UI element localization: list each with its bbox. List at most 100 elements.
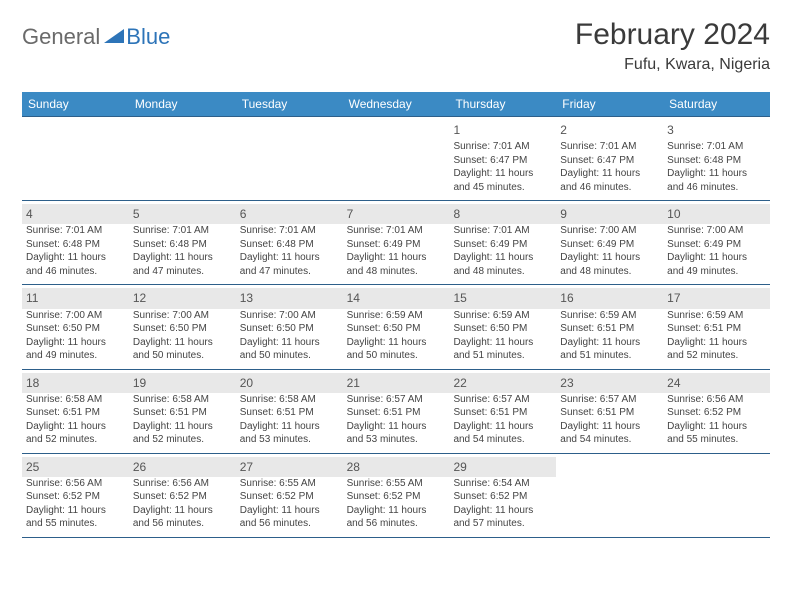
- daylight-line-1: Daylight: 11 hours: [560, 251, 659, 265]
- day-number: 23: [556, 373, 663, 393]
- day-cell: 26Sunrise: 6:56 AMSunset: 6:52 PMDayligh…: [129, 454, 236, 537]
- sunset-line: Sunset: 6:50 PM: [26, 322, 125, 336]
- week-row: 25Sunrise: 6:56 AMSunset: 6:52 PMDayligh…: [22, 454, 770, 538]
- sunset-line: Sunset: 6:51 PM: [240, 406, 339, 420]
- daylight-line-1: Daylight: 11 hours: [26, 336, 125, 350]
- sunrise-line: Sunrise: 6:55 AM: [240, 477, 339, 491]
- daylight-line-1: Daylight: 11 hours: [453, 251, 552, 265]
- dow-cell: Saturday: [663, 92, 770, 116]
- daylight-line-2: and 46 minutes.: [560, 181, 659, 195]
- day-cell: 24Sunrise: 6:56 AMSunset: 6:52 PMDayligh…: [663, 370, 770, 453]
- daylight-line-2: and 48 minutes.: [453, 265, 552, 279]
- daylight-line-1: Daylight: 11 hours: [667, 167, 766, 181]
- daylight-line-2: and 46 minutes.: [26, 265, 125, 279]
- sunset-line: Sunset: 6:51 PM: [347, 406, 446, 420]
- sunrise-line: Sunrise: 6:56 AM: [26, 477, 125, 491]
- day-number: 28: [343, 457, 450, 477]
- day-number: 21: [343, 373, 450, 393]
- daylight-line-1: Daylight: 11 hours: [26, 420, 125, 434]
- day-number: 10: [663, 204, 770, 224]
- sunset-line: Sunset: 6:50 PM: [453, 322, 552, 336]
- day-number: 24: [663, 373, 770, 393]
- daylight-line-2: and 53 minutes.: [240, 433, 339, 447]
- sunset-line: Sunset: 6:51 PM: [560, 406, 659, 420]
- daylight-line-1: Daylight: 11 hours: [667, 336, 766, 350]
- day-number: 15: [449, 288, 556, 308]
- empty-cell: [22, 117, 129, 200]
- empty-cell: [343, 117, 450, 200]
- logo-word1: General: [22, 24, 100, 50]
- day-number: 6: [236, 204, 343, 224]
- empty-cell: [663, 454, 770, 537]
- day-cell: 7Sunrise: 7:01 AMSunset: 6:49 PMDaylight…: [343, 201, 450, 284]
- day-cell: 8Sunrise: 7:01 AMSunset: 6:49 PMDaylight…: [449, 201, 556, 284]
- daylight-line-1: Daylight: 11 hours: [453, 420, 552, 434]
- daylight-line-2: and 55 minutes.: [667, 433, 766, 447]
- daylight-line-1: Daylight: 11 hours: [347, 504, 446, 518]
- day-number: 8: [449, 204, 556, 224]
- sunrise-line: Sunrise: 7:01 AM: [26, 224, 125, 238]
- sunrise-line: Sunrise: 7:00 AM: [667, 224, 766, 238]
- day-cell: 13Sunrise: 7:00 AMSunset: 6:50 PMDayligh…: [236, 285, 343, 368]
- sunrise-line: Sunrise: 7:00 AM: [560, 224, 659, 238]
- daylight-line-2: and 51 minutes.: [453, 349, 552, 363]
- day-number: 1: [453, 120, 552, 140]
- sunrise-line: Sunrise: 6:56 AM: [667, 393, 766, 407]
- daylight-line-2: and 55 minutes.: [26, 517, 125, 531]
- sunrise-line: Sunrise: 7:01 AM: [453, 140, 552, 154]
- week-row: 1Sunrise: 7:01 AMSunset: 6:47 PMDaylight…: [22, 116, 770, 201]
- daylight-line-2: and 56 minutes.: [240, 517, 339, 531]
- day-cell: 23Sunrise: 6:57 AMSunset: 6:51 PMDayligh…: [556, 370, 663, 453]
- sunrise-line: Sunrise: 7:01 AM: [453, 224, 552, 238]
- day-cell: 25Sunrise: 6:56 AMSunset: 6:52 PMDayligh…: [22, 454, 129, 537]
- sunset-line: Sunset: 6:51 PM: [667, 322, 766, 336]
- day-cell: 28Sunrise: 6:55 AMSunset: 6:52 PMDayligh…: [343, 454, 450, 537]
- week-row: 4Sunrise: 7:01 AMSunset: 6:48 PMDaylight…: [22, 201, 770, 285]
- sunset-line: Sunset: 6:49 PM: [347, 238, 446, 252]
- day-number: 2: [560, 120, 659, 140]
- dow-cell: Wednesday: [343, 92, 450, 116]
- daylight-line-1: Daylight: 11 hours: [347, 336, 446, 350]
- day-cell: 21Sunrise: 6:57 AMSunset: 6:51 PMDayligh…: [343, 370, 450, 453]
- sunset-line: Sunset: 6:48 PM: [667, 154, 766, 168]
- sunrise-line: Sunrise: 6:59 AM: [560, 309, 659, 323]
- weeks-container: 1Sunrise: 7:01 AMSunset: 6:47 PMDaylight…: [22, 116, 770, 538]
- day-cell: 11Sunrise: 7:00 AMSunset: 6:50 PMDayligh…: [22, 285, 129, 368]
- sunrise-line: Sunrise: 7:01 AM: [240, 224, 339, 238]
- daylight-line-1: Daylight: 11 hours: [347, 420, 446, 434]
- sunset-line: Sunset: 6:52 PM: [347, 490, 446, 504]
- day-number: 18: [22, 373, 129, 393]
- sunrise-line: Sunrise: 7:01 AM: [560, 140, 659, 154]
- sunrise-line: Sunrise: 6:59 AM: [667, 309, 766, 323]
- sunrise-line: Sunrise: 7:01 AM: [347, 224, 446, 238]
- calendar: SundayMondayTuesdayWednesdayThursdayFrid…: [22, 92, 770, 538]
- sunset-line: Sunset: 6:50 PM: [133, 322, 232, 336]
- daylight-line-1: Daylight: 11 hours: [133, 251, 232, 265]
- logo-triangle-icon: [104, 29, 124, 45]
- day-cell: 3Sunrise: 7:01 AMSunset: 6:48 PMDaylight…: [663, 117, 770, 200]
- sunset-line: Sunset: 6:50 PM: [240, 322, 339, 336]
- sunrise-line: Sunrise: 7:00 AM: [26, 309, 125, 323]
- day-cell: 16Sunrise: 6:59 AMSunset: 6:51 PMDayligh…: [556, 285, 663, 368]
- day-number: 20: [236, 373, 343, 393]
- sunset-line: Sunset: 6:51 PM: [26, 406, 125, 420]
- sunset-line: Sunset: 6:52 PM: [26, 490, 125, 504]
- day-number: 19: [129, 373, 236, 393]
- daylight-line-2: and 52 minutes.: [133, 433, 232, 447]
- week-row: 18Sunrise: 6:58 AMSunset: 6:51 PMDayligh…: [22, 370, 770, 454]
- daylight-line-2: and 53 minutes.: [347, 433, 446, 447]
- sunrise-line: Sunrise: 6:58 AM: [26, 393, 125, 407]
- daylight-line-1: Daylight: 11 hours: [240, 420, 339, 434]
- daylight-line-1: Daylight: 11 hours: [240, 251, 339, 265]
- daylight-line-2: and 45 minutes.: [453, 181, 552, 195]
- sunrise-line: Sunrise: 6:59 AM: [453, 309, 552, 323]
- sunset-line: Sunset: 6:51 PM: [453, 406, 552, 420]
- day-cell: 1Sunrise: 7:01 AMSunset: 6:47 PMDaylight…: [449, 117, 556, 200]
- day-cell: 5Sunrise: 7:01 AMSunset: 6:48 PMDaylight…: [129, 201, 236, 284]
- sunrise-line: Sunrise: 6:57 AM: [347, 393, 446, 407]
- day-cell: 20Sunrise: 6:58 AMSunset: 6:51 PMDayligh…: [236, 370, 343, 453]
- empty-cell: [236, 117, 343, 200]
- dow-cell: Tuesday: [236, 92, 343, 116]
- daylight-line-2: and 48 minutes.: [560, 265, 659, 279]
- day-number: 12: [129, 288, 236, 308]
